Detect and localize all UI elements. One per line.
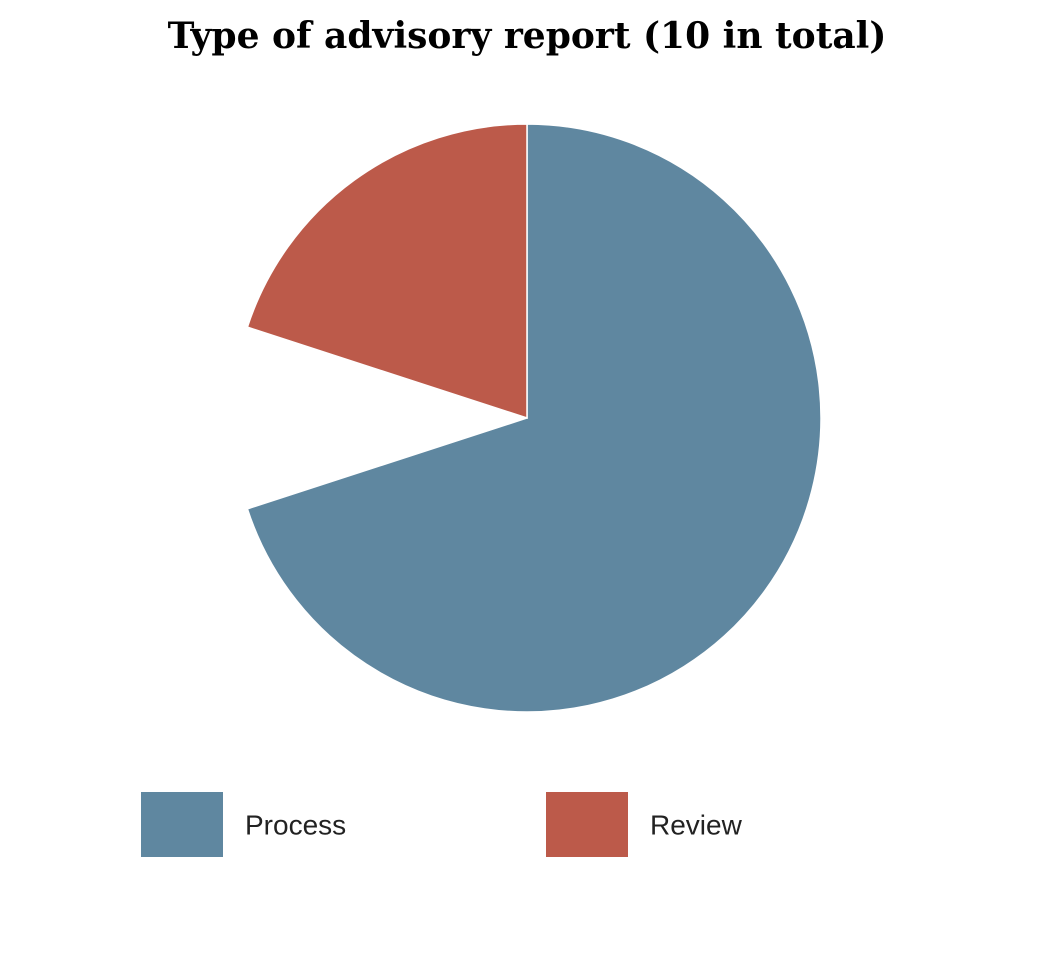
legend-label: Review [650, 809, 743, 840]
legend-swatch [141, 792, 223, 857]
pie-slice [246, 123, 528, 420]
legend-swatch [546, 792, 628, 857]
chart-title: Type of advisory report (10 in total) [168, 15, 887, 57]
pie-slice [246, 123, 822, 713]
legend-label: Process [245, 809, 346, 840]
